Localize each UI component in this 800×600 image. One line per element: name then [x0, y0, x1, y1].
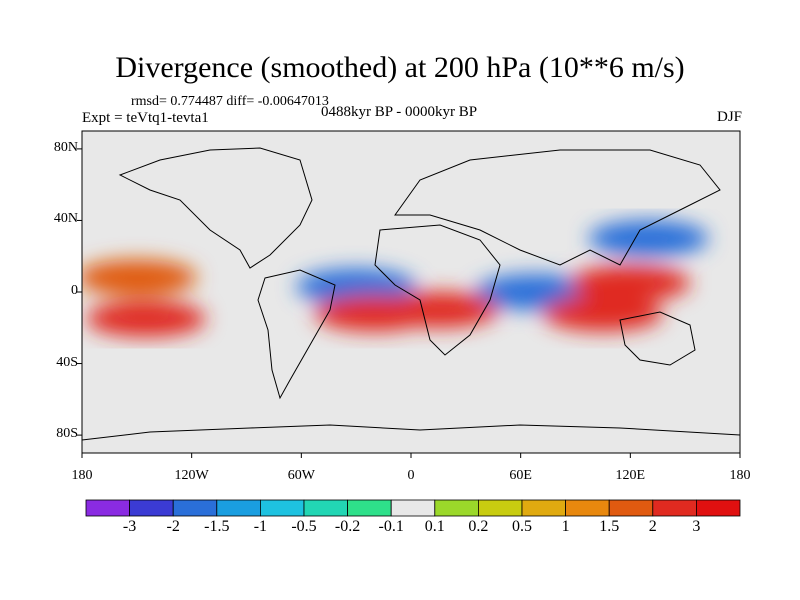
colorbar-swatch	[521, 499, 566, 517]
colorbar-label: -3	[122, 518, 137, 535]
lon-label: 120W	[174, 468, 209, 483]
colorbar-swatch	[565, 499, 610, 517]
stats-text: rmsd= 0.774487 diff= -0.00647013	[131, 94, 329, 109]
colorbar-swatch	[652, 499, 697, 517]
colorbar	[85, 499, 741, 517]
antarctica-coast	[81, 424, 741, 441]
period-label: 0488kyr BP - 0000kyr BP	[321, 104, 478, 120]
africa-coast	[374, 224, 501, 356]
eurasia-coast	[394, 149, 721, 266]
lon-label: 0	[407, 468, 415, 483]
colorbar-swatch	[172, 499, 218, 517]
north-america-coast	[118, 147, 313, 269]
field-feature-1	[85, 300, 206, 337]
lon-label: 120E	[615, 468, 646, 483]
colorbar-swatch	[477, 499, 523, 517]
field-feature-2	[296, 268, 417, 305]
plot-title: Divergence (smoothed) at 200 hPa (10**6 …	[115, 51, 685, 84]
lat-label: 80S	[56, 426, 78, 442]
coastlines	[81, 147, 741, 441]
lon-label: 180	[729, 468, 751, 483]
australia-coast	[619, 311, 696, 366]
colorbar-label: -1.5	[204, 518, 230, 535]
colorbar-label: -1	[253, 518, 268, 535]
colorbar-label: -0.2	[334, 518, 361, 535]
colorbar-swatch	[347, 499, 392, 517]
lon-label: 60W	[287, 468, 315, 483]
colorbar-swatch	[216, 499, 261, 517]
colorbar-swatch	[129, 499, 174, 517]
map-field	[82, 131, 740, 453]
lat-label: 40S	[56, 354, 78, 370]
lat-label: 80N	[53, 139, 78, 155]
field-feature-8	[542, 295, 663, 332]
colorbar-swatch	[390, 499, 436, 517]
lon-label: 180	[71, 468, 93, 483]
axis-ticks	[77, 148, 741, 458]
season-label: DJF	[716, 109, 742, 125]
experiment-label: Expt = teVtq1-tevta1	[82, 110, 209, 126]
colorbar-label: 0.5	[512, 518, 532, 535]
colorbar-label: 0.1	[424, 518, 445, 535]
colorbar-label: -0.5	[291, 518, 317, 535]
field-feature-7	[378, 291, 499, 328]
lat-label: 0	[71, 283, 78, 298]
colorbar-label: 3	[692, 518, 701, 535]
south-america-coast	[257, 269, 336, 400]
colorbar-swatch	[85, 499, 130, 517]
colorbar-swatch	[608, 499, 654, 517]
colorbar-label: 0.2	[468, 518, 489, 535]
colorbar-swatch	[434, 499, 479, 517]
field-feature-0	[82, 259, 197, 296]
colorbar-label: 1.5	[599, 518, 620, 535]
colorbar-label: -0.1	[378, 518, 404, 535]
colorbar-label: -2	[166, 518, 180, 535]
colorbar-label: 1	[561, 518, 570, 535]
colorbar-label: 2	[648, 518, 657, 535]
colorbar-swatch	[303, 499, 348, 517]
lat-label: 40N	[53, 211, 78, 227]
divergence-field	[82, 220, 709, 337]
colorbar-swatch	[259, 499, 305, 517]
lon-label: 60E	[509, 468, 532, 483]
field-feature-6	[588, 220, 709, 257]
colorbar-swatch	[696, 499, 741, 517]
field-feature-5	[570, 265, 691, 302]
